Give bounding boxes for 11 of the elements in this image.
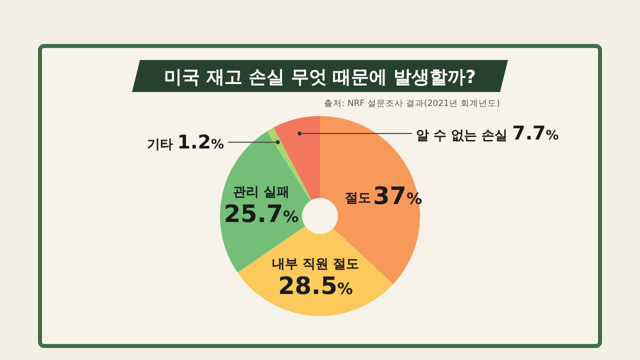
data-label: 7.7%: [512, 122, 559, 144]
slice-label: 관리 실패: [233, 184, 290, 200]
data-label: 25.7%: [224, 200, 300, 228]
slice-label: 절도: [345, 191, 372, 206]
slice-label: 내부 직원 절도: [272, 256, 360, 272]
chart-title: 미국 재고 손실 무엇 때문에 발생할까?: [164, 67, 476, 88]
data-label: 28.5%: [278, 272, 354, 300]
slice-label: 알 수 없는 손실: [416, 128, 512, 144]
source-note: 출처: NRF 설문조사 결과(2021년 회계년도): [324, 99, 500, 109]
data-label: 1.2%: [177, 131, 224, 154]
slice-label: 기타: [146, 137, 178, 152]
